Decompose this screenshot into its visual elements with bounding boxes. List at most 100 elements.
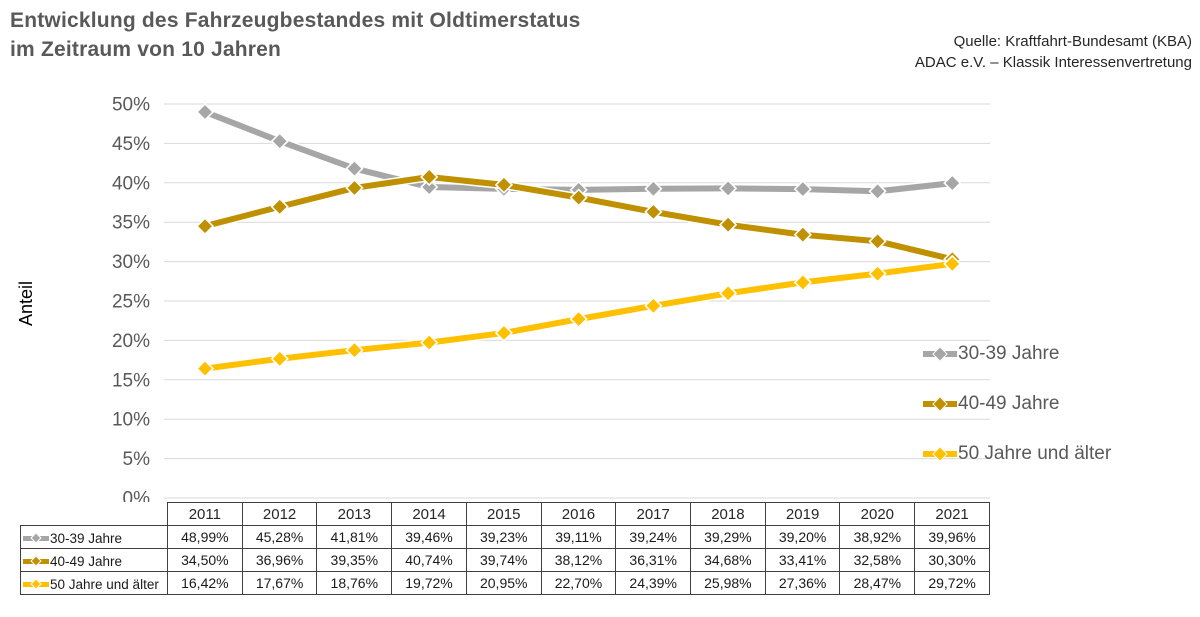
value-cell: 39,23%: [465, 525, 542, 549]
y-axis-tick: 0%: [123, 489, 151, 503]
table-row-1: 40-49 Jahre 34,50% 36,96% 39,35% 40,74% 39,74…: [20, 548, 990, 572]
value-cell: 38,12%: [540, 548, 617, 572]
data-point-marker-30-39-jahre: [345, 159, 364, 178]
year-header-cell: 2017: [615, 502, 692, 526]
data-point-marker-30-39-jahre: [420, 177, 439, 197]
value-cell: 39,96%: [914, 525, 990, 549]
chart-legend: 30-39 Jahre 40-49 Jahre 50 Jahre und älter: [923, 329, 1111, 479]
value-cell: 39,35%: [316, 548, 393, 572]
value-cell: 40,74%: [391, 548, 467, 572]
data-point-marker-40-49-jahre: [420, 167, 439, 187]
value-cell: 32,58%: [839, 548, 916, 572]
year-header-cell: 2014: [391, 502, 467, 526]
data-point-marker-50-jahre-und-lter: [569, 309, 588, 329]
data-point-marker-40-49-jahre: [195, 217, 215, 236]
table-row-0: 30-39 Jahre 48,99% 45,28% 41,81% 39,46% 39,23…: [20, 525, 990, 549]
year-header-cell: 2021: [914, 502, 990, 526]
value-cell: 33,41%: [764, 548, 841, 572]
value-cell: 18,76%: [316, 571, 393, 595]
table-corner-cell: [21, 503, 168, 526]
legend-key-icon: [923, 446, 957, 462]
legend-key-icon: [23, 578, 49, 590]
value-cell: 25,98%: [690, 571, 766, 595]
series-label-text: 50 Jahre und älter: [50, 576, 159, 592]
data-point-marker-40-49-jahre: [494, 175, 514, 194]
series-label-text: 40-49 Jahre: [50, 553, 123, 569]
value-cell: 27,36%: [764, 571, 841, 595]
y-axis-tick: 15%: [112, 370, 150, 391]
value-cell: 48,99%: [167, 525, 243, 549]
y-axis-tick: 45%: [112, 134, 150, 155]
value-cell: 16,42%: [167, 571, 243, 595]
data-point-marker-40-49-jahre: [644, 202, 663, 222]
y-axis-tick: 50%: [112, 95, 150, 116]
value-cell: 39,20%: [764, 525, 841, 549]
value-cell: 19,72%: [391, 571, 467, 595]
data-point-marker-50-jahre-und-lter: [868, 264, 887, 283]
series-label-cell: 50 Jahre und älter: [20, 571, 168, 595]
table-row-2: 50 Jahre und älter 16,42% 17,67% 18,76% 19,7…: [20, 571, 990, 595]
source-line2: ADAC e.V. – Klassik Interessenvertretung: [914, 54, 1192, 71]
value-cell: 28,47%: [839, 571, 916, 595]
data-point-marker-30-39-jahre: [644, 179, 663, 198]
year-header-cell: 2020: [839, 502, 916, 526]
chart-title: Entwicklung des Fahrzeugbestandes mit Ol…: [10, 6, 581, 64]
legend-item-1: 40-49 Jahre: [923, 379, 1111, 429]
series-line-casing-30-39-jahre: [200, 107, 957, 196]
data-point-marker-50-jahre-und-lter: [494, 323, 514, 343]
year-header-cell: 2018: [690, 502, 766, 526]
value-cell: 39,24%: [615, 525, 692, 549]
legend-label: 50 Jahre und älter: [958, 443, 1112, 464]
y-axis-tick: 20%: [112, 331, 150, 352]
diamond-marker-icon: [932, 346, 948, 362]
data-point-marker-50-jahre-und-lter: [718, 284, 738, 303]
y-axis-tick: 30%: [112, 252, 150, 273]
year-header-cell: 2012: [241, 502, 318, 526]
diamond-marker-icon: [932, 446, 948, 462]
data-point-marker-40-49-jahre: [569, 188, 588, 207]
diamond-marker-icon: [932, 396, 948, 412]
value-cell: 36,31%: [615, 548, 692, 572]
year-header-cell: 2019: [764, 502, 841, 526]
legend-key-icon: [23, 555, 49, 567]
y-axis-tick: 10%: [112, 410, 150, 431]
data-point-marker-30-39-jahre: [868, 182, 887, 201]
data-point-marker-50-jahre-und-lter: [195, 359, 215, 378]
value-cell: 17,67%: [241, 571, 318, 595]
diamond-marker-icon: [30, 555, 42, 567]
value-cell: 24,39%: [615, 571, 692, 595]
value-cell: 39,29%: [690, 525, 766, 549]
chart-title-line2: im Zeitraum von 10 Jahren: [10, 38, 282, 61]
y-axis-tick: 40%: [112, 173, 150, 194]
legend-key-icon: [923, 346, 957, 362]
data-point-marker-40-49-jahre: [270, 197, 289, 216]
y-axis-tick: 25%: [112, 292, 150, 313]
legend-key-icon: [923, 396, 957, 412]
year-header-cell: 2011: [167, 502, 243, 526]
value-cell: 45,28%: [241, 525, 318, 549]
diamond-marker-icon: [30, 578, 42, 590]
data-point-marker-50-jahre-und-lter: [943, 254, 962, 273]
value-cell: 29,72%: [914, 571, 990, 595]
series-label-cell: 30-39 Jahre: [20, 525, 168, 549]
value-cell: 20,95%: [465, 571, 542, 595]
legend-item-2: 50 Jahre und älter: [923, 429, 1111, 479]
legend-label: 40-49 Jahre: [958, 393, 1060, 414]
data-point-marker-40-49-jahre: [868, 232, 887, 251]
data-point-marker-50-jahre-und-lter: [345, 341, 364, 360]
data-table: 2011 2012 2013 2014 2015 2016 2017 2018 2019 2020…: [20, 502, 990, 595]
legend-item-0: 30-39 Jahre: [923, 329, 1111, 379]
data-point-marker-40-49-jahre: [718, 215, 738, 234]
data-point-marker-30-39-jahre: [195, 102, 215, 122]
data-point-marker-30-39-jahre: [793, 179, 812, 199]
value-cell: 41,81%: [316, 525, 393, 549]
value-cell: 39,74%: [465, 548, 542, 572]
data-point-marker-50-jahre-und-lter: [270, 349, 289, 368]
data-point-marker-40-49-jahre: [793, 225, 812, 244]
value-cell: 38,92%: [839, 525, 916, 549]
value-cell: 39,11%: [540, 525, 617, 549]
data-point-marker-50-jahre-und-lter: [793, 273, 812, 292]
value-cell: 22,70%: [540, 571, 617, 595]
legend-label: 30-39 Jahre: [958, 343, 1060, 364]
